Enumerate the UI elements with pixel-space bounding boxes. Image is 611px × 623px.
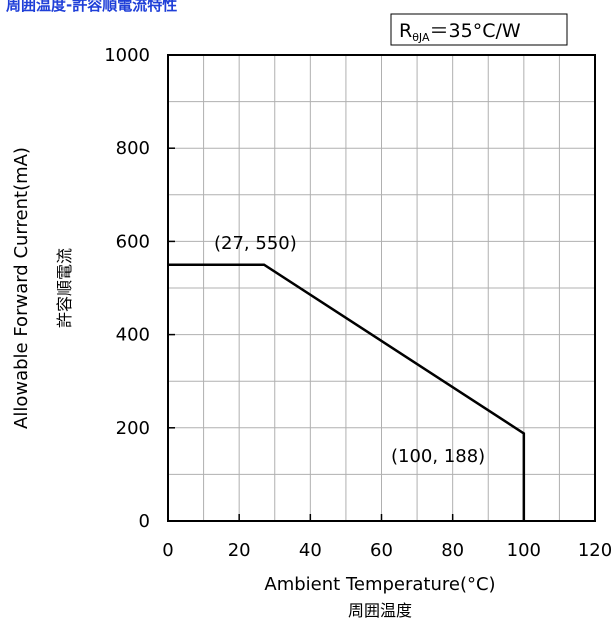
y-tick-label: 400	[116, 325, 150, 346]
x-tick-label: 120	[578, 540, 611, 561]
x-axis-label-jp: 周囲温度	[348, 601, 412, 620]
x-tick-label: 60	[370, 540, 393, 561]
legend-box	[390, 13, 568, 46]
legend-text: RθJA＝35°C/W	[399, 20, 521, 44]
y-axis-label-jp: 許容順電流	[55, 248, 74, 328]
annotation-point-1: (27, 550)	[214, 233, 297, 254]
x-axis-label: Ambient Temperature(°C)	[264, 574, 495, 595]
axis-ticks: 0 20 40 60 80 100 120 0 200 400 600 800 1000	[104, 45, 611, 561]
x-tick-label: 100	[507, 540, 541, 561]
grid-lines	[168, 55, 595, 521]
y-axis-label: Allowable Forward Current(mA)	[11, 147, 32, 429]
series-line	[168, 263, 526, 521]
legend-symbol: R	[399, 20, 412, 42]
y-tick-label: 800	[116, 138, 150, 159]
chart-title: 周囲温度-許容順電流特性	[6, 0, 178, 14]
y-tick-label: 600	[116, 231, 150, 252]
x-tick-label: 20	[228, 540, 251, 561]
legend-subscript: θJA	[412, 31, 430, 44]
x-tick-label: 80	[441, 540, 464, 561]
series-lines	[168, 263, 526, 521]
y-tick-label: 0	[139, 511, 150, 532]
x-tick-label: 40	[299, 540, 322, 561]
legend-value: ＝35°C/W	[430, 20, 521, 42]
x-tick-label: 0	[162, 540, 173, 561]
y-tick-label: 200	[116, 418, 150, 439]
plot-frame	[167, 54, 596, 522]
annotation-point-2: (100, 188)	[391, 446, 485, 467]
y-tick-label: 1000	[104, 45, 150, 66]
